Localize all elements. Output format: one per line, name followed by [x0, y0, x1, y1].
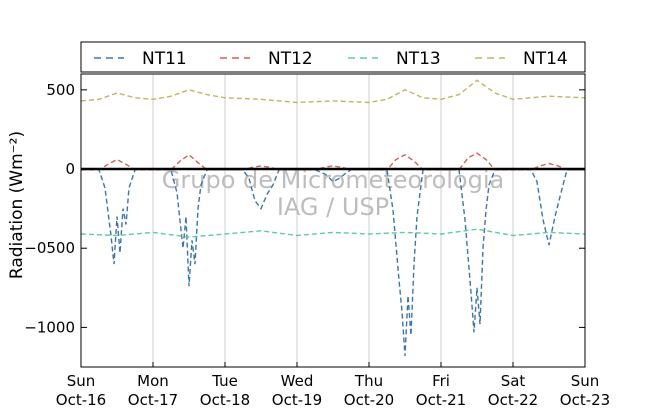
watermark-line: Grupo de Micrometeorologia: [162, 166, 504, 194]
y-tick-label: 0: [65, 160, 75, 178]
x-tick-label: Thu Oct-20: [344, 372, 394, 409]
x-tick-date: Oct-17: [128, 391, 178, 409]
legend-label-nt14: NT14: [523, 49, 568, 69]
legend-label-nt11: NT11: [142, 49, 187, 69]
y-axis-label: Radiation (Wm⁻²): [7, 131, 27, 279]
x-tick-date: Oct-23: [560, 391, 610, 409]
x-tick-date: Oct-20: [344, 391, 394, 409]
x-tick-label: Sun Oct-23: [560, 372, 610, 409]
x-tick-date: Oct-21: [416, 391, 466, 409]
legend-label-nt13: NT13: [396, 49, 441, 69]
y-tick-label: −0500: [24, 239, 75, 257]
x-tick-date: Oct-22: [488, 391, 538, 409]
x-tick-weekday: Wed: [281, 372, 314, 390]
grid-lines: [152, 74, 514, 367]
y-tick-label: −1000: [24, 318, 75, 336]
plot-frame: [80, 73, 586, 368]
x-tick-weekday: Thu: [354, 372, 383, 390]
x-tick-weekday: Sun: [67, 372, 96, 390]
y-tick-label: 500: [46, 81, 75, 99]
watermark-line: IAG / USP: [277, 193, 389, 221]
x-tick-date: Oct-16: [56, 391, 106, 409]
x-tick-label: Sun Oct-16: [56, 372, 106, 409]
y-axis: 500 0 −0500 −1000: [24, 81, 585, 336]
legend-box: [80, 41, 586, 73]
x-tick-label: Sat Oct-22: [488, 372, 538, 409]
x-tick-label: Fri Oct-21: [416, 372, 466, 409]
x-tick-date: Oct-18: [200, 391, 250, 409]
legend-label-nt12: NT12: [268, 49, 313, 69]
x-tick-date: Oct-19: [272, 391, 322, 409]
x-tick-weekday: Mon: [137, 372, 169, 390]
x-tick-weekday: Tue: [211, 372, 238, 390]
legend: NT11 NT12 NT13 NT14: [80, 41, 586, 73]
series-line-nt13: [80, 228, 586, 238]
x-tick-label: Wed Oct-19: [272, 372, 322, 409]
x-tick-weekday: Fri: [432, 372, 450, 390]
x-tick-weekday: Sat: [501, 372, 526, 390]
x-tick-weekday: Sun: [571, 372, 600, 390]
series-line-nt14: [80, 79, 586, 104]
x-tick-label: Tue Oct-18: [200, 372, 250, 409]
x-tick-label: Mon Oct-17: [128, 372, 178, 409]
